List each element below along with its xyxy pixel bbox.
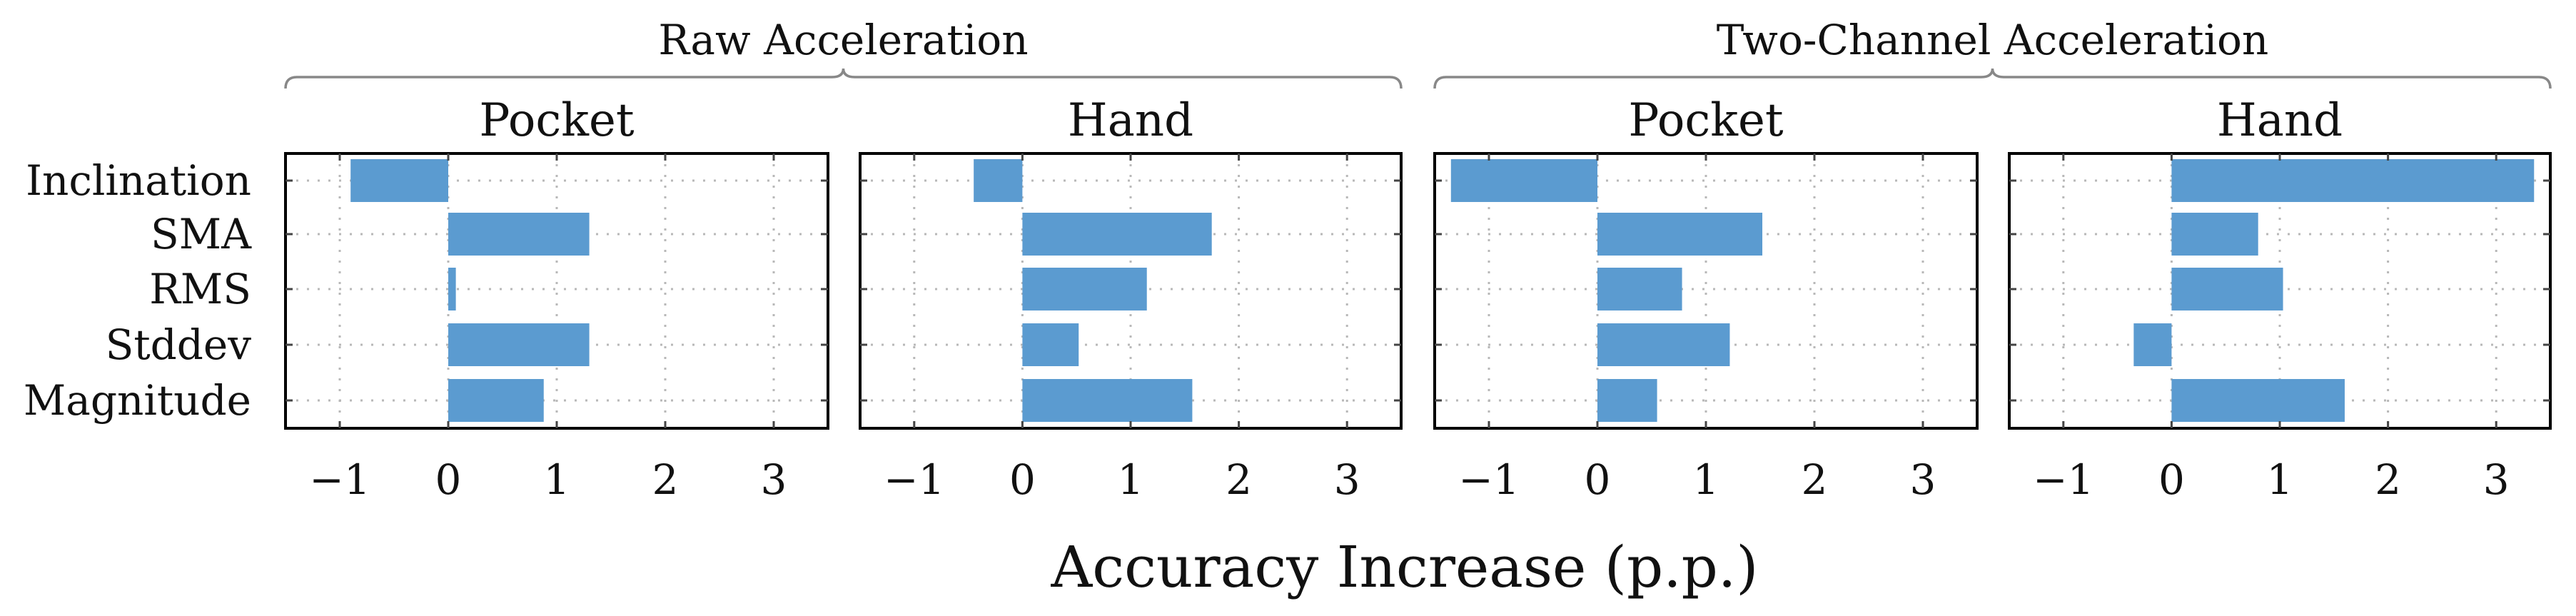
bar-stddev xyxy=(2133,323,2172,366)
bar-rms xyxy=(2171,268,2283,310)
bar-inclination xyxy=(350,159,448,202)
bar-magnitude xyxy=(2171,379,2345,422)
bar-inclination xyxy=(974,159,1023,202)
bar-magnitude xyxy=(448,379,544,422)
bar-stddev xyxy=(1022,323,1079,366)
x-tick-label: 3 xyxy=(1334,455,1360,504)
x-tick-label: 0 xyxy=(1009,455,1036,504)
x-tick-label: −1 xyxy=(2033,455,2094,504)
x-tick-label: 1 xyxy=(2267,455,2293,504)
x-tick-label: 0 xyxy=(1585,455,1611,504)
panel-title: Pocket xyxy=(1628,94,1784,147)
bar-sma xyxy=(1022,213,1212,256)
x-tick-label: 2 xyxy=(652,455,679,504)
category-label: Magnitude xyxy=(24,376,251,425)
bar-stddev xyxy=(448,323,590,366)
panel-title: Hand xyxy=(1068,94,1193,147)
group-title: Two-Channel Acceleration xyxy=(1717,16,2269,64)
category-label: Inclination xyxy=(26,156,251,205)
x-tick-label: 1 xyxy=(544,455,570,504)
bar-inclination xyxy=(2171,159,2535,202)
x-tick-label: 2 xyxy=(1802,455,1828,504)
bar-sma xyxy=(448,213,590,256)
bar-inclination xyxy=(1450,159,1597,202)
panels: Pocket −1 0 1 2 3 Hand −1 0 1 2 3 Pocket −1 0 1 2 3 Hand −1… xyxy=(284,94,2552,504)
x-tick-label: 3 xyxy=(761,455,787,504)
panel: Hand −1 0 1 2 3 xyxy=(2008,94,2552,504)
x-tick-label: −1 xyxy=(884,455,945,504)
bar-rms xyxy=(1022,268,1147,310)
bar-rms xyxy=(448,268,456,310)
bar-magnitude xyxy=(1022,379,1193,422)
bar-sma xyxy=(1597,213,1763,256)
x-tick-label: 1 xyxy=(1693,455,1719,504)
group-brace xyxy=(284,68,1403,89)
x-tick-label: 2 xyxy=(2375,455,2401,504)
panel-title: Hand xyxy=(2217,94,2343,147)
category-label: SMA xyxy=(151,210,252,258)
group-brace xyxy=(1433,68,2552,89)
panel-title: Pocket xyxy=(479,94,635,147)
bar-magnitude xyxy=(1597,379,1657,422)
category-label: Stddev xyxy=(106,320,252,369)
panel: Pocket −1 0 1 2 3 xyxy=(1433,94,1979,504)
panel: Pocket −1 0 1 2 3 xyxy=(284,94,829,504)
group-titles: Raw Acceleration Two-Channel Acceleration xyxy=(658,16,2268,64)
category-labels: Inclination SMA RMS Stddev Magnitude xyxy=(24,156,252,425)
x-tick-label: 1 xyxy=(1118,455,1144,504)
x-tick-label: 3 xyxy=(2483,455,2510,504)
x-tick-label: 0 xyxy=(2158,455,2185,504)
bar-sma xyxy=(2171,213,2258,256)
bar-rms xyxy=(1597,268,1682,310)
x-tick-label: 2 xyxy=(1226,455,1252,504)
group-title: Raw Acceleration xyxy=(658,16,1028,64)
group-braces xyxy=(284,68,2552,89)
x-axis-title: Accuracy Increase (p.p.) xyxy=(1050,534,1758,600)
x-tick-label: 3 xyxy=(1910,455,1936,504)
category-label: RMS xyxy=(149,265,251,313)
bar-stddev xyxy=(1597,323,1730,366)
panel: Hand −1 0 1 2 3 xyxy=(859,94,1403,504)
x-tick-label: 0 xyxy=(435,455,462,504)
x-tick-label: −1 xyxy=(1458,455,1520,504)
x-tick-label: −1 xyxy=(309,455,370,504)
